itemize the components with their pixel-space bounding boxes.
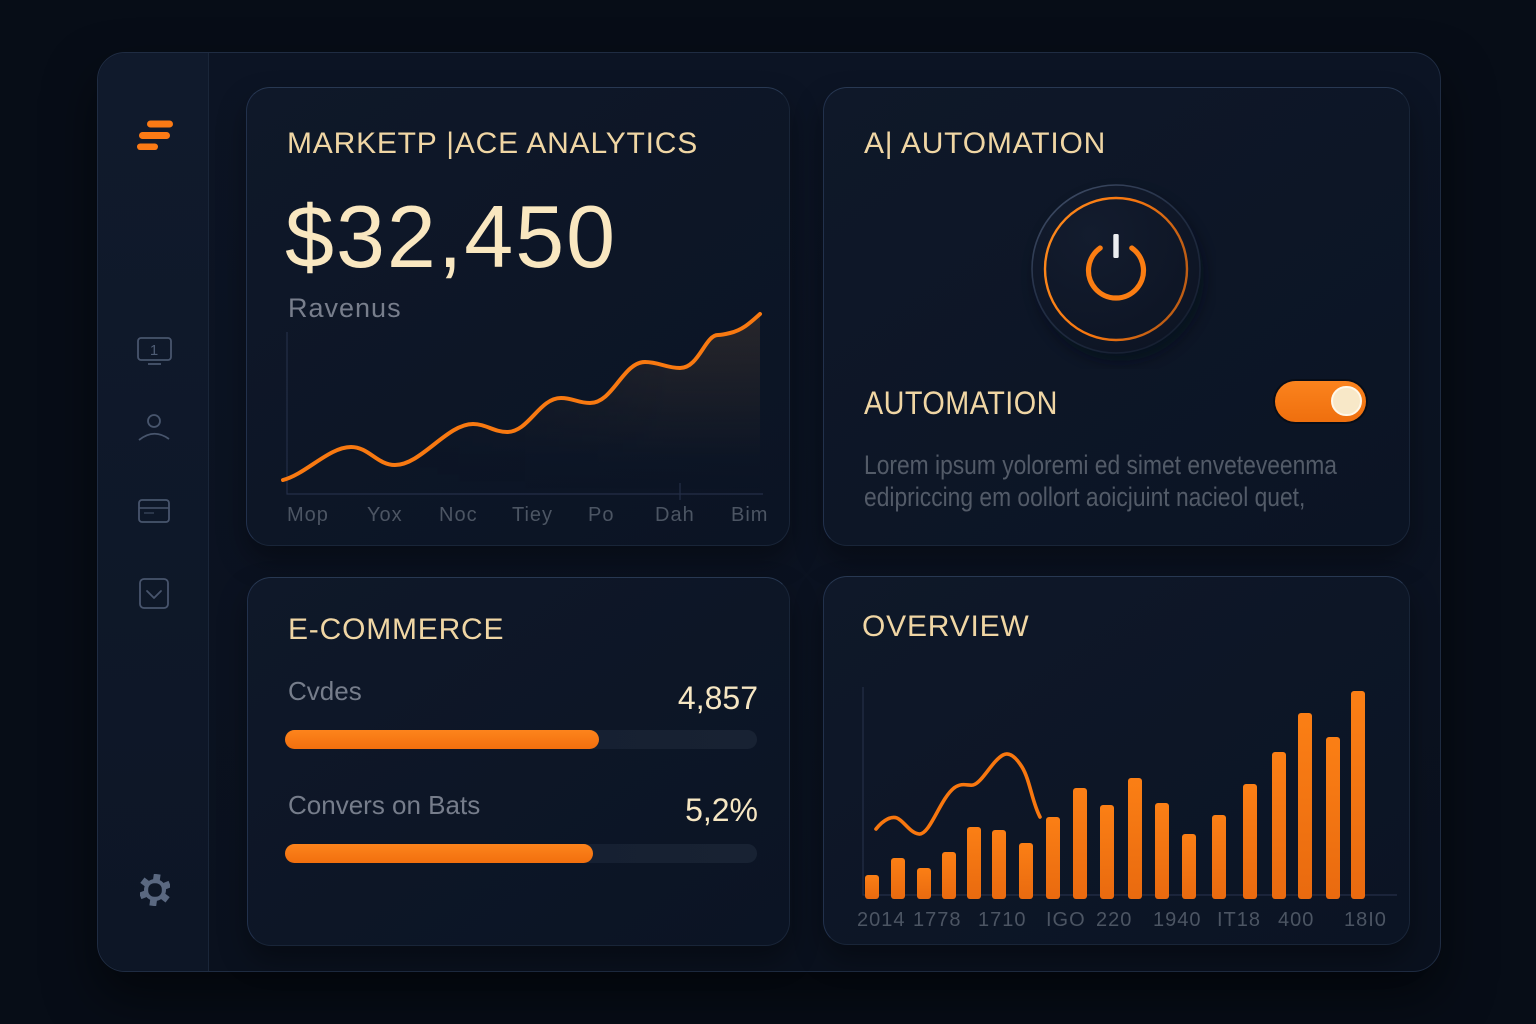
svg-text:1: 1	[150, 342, 158, 359]
